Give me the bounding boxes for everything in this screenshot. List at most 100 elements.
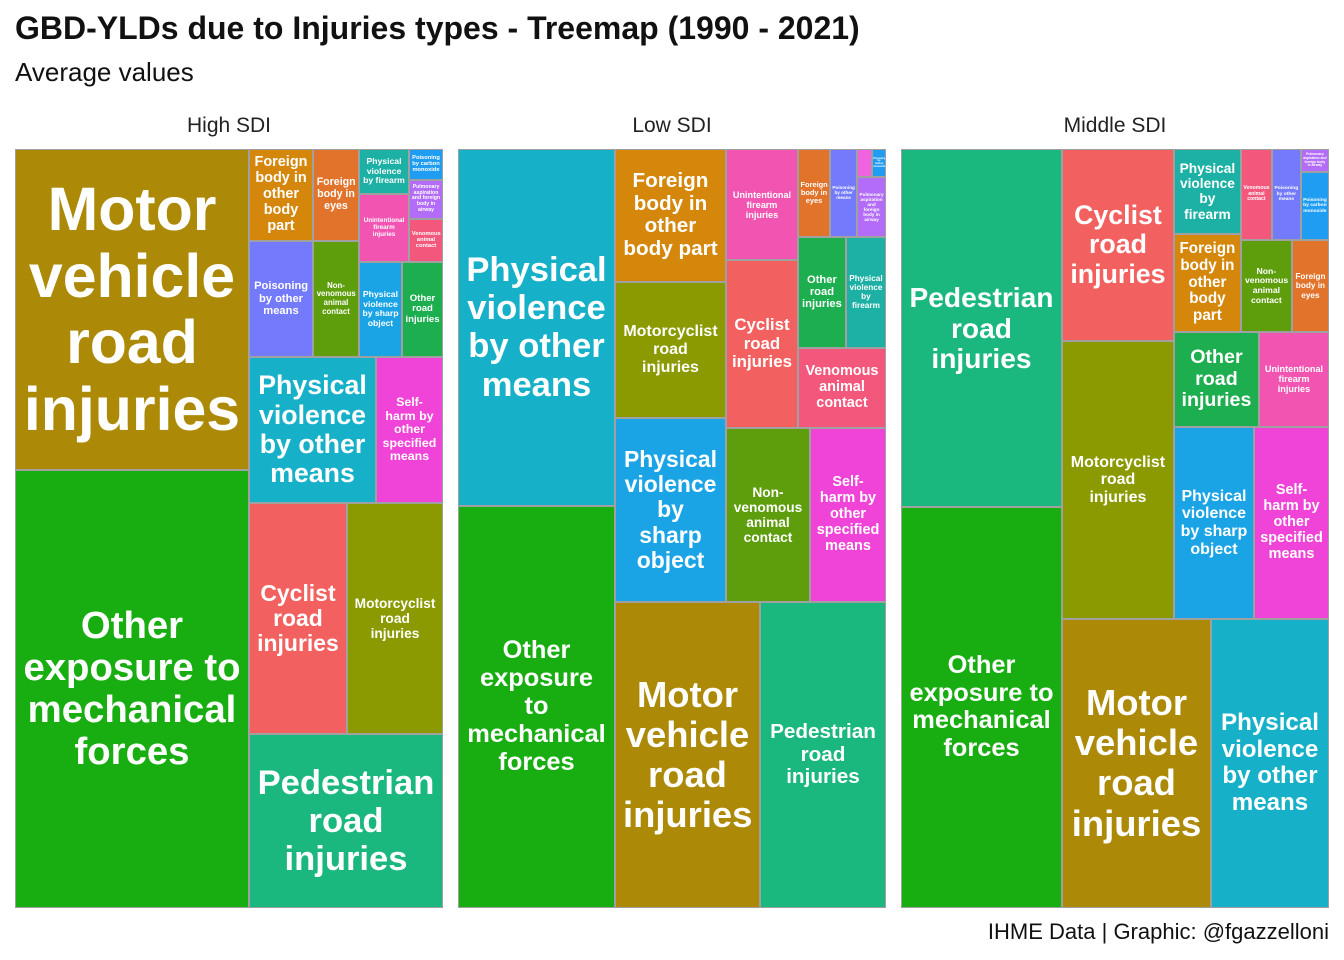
- tile-label: Venomous animal contact: [805, 363, 879, 411]
- treemap-tile: Other road injuries: [1173, 331, 1259, 428]
- tile-label: Motor vehicle road injuries: [1071, 682, 1202, 844]
- tile-label: Poisoning by carbon monoxide: [1303, 197, 1327, 214]
- treemap-tile: Self-harm by other specified means: [376, 356, 443, 503]
- treemap-tile: Pedestrian road injuries: [248, 734, 443, 908]
- tile-label: Pedestrian road injuries: [257, 763, 435, 879]
- treemap-tile: Motor vehicle road injuries: [1061, 618, 1211, 908]
- tile-label: Other road injuries: [405, 292, 440, 325]
- treemap-tile: Cyclist road injuries: [726, 260, 798, 428]
- treemap-tile: Physical violence by other means: [248, 356, 377, 503]
- treemap-tile: Poisoning by other means: [1271, 149, 1301, 241]
- treemap-tile: Other road injuries: [402, 261, 443, 357]
- tile-label: Other road injuries: [1181, 346, 1252, 412]
- treemap-tile: Physical violence by firearm: [845, 236, 886, 348]
- treemap-tile: Non-venomous animal contact: [726, 427, 810, 602]
- tile-label: Other exposure to mechanical forces: [467, 636, 606, 776]
- tile-label: Cyclist road injuries: [257, 579, 339, 657]
- treemap-tile: Poisoning by carbon monoxide: [1300, 172, 1329, 241]
- treemap-tile: Physical violence by other means: [458, 149, 615, 506]
- treemap-tile: Poisoning by carbon monoxide: [409, 149, 443, 180]
- tile-label: Cyclist road injuries: [1070, 199, 1166, 289]
- tile-label: Pedestrian road injuries: [909, 281, 1054, 375]
- treemap-tile: Other exposure to mechanical forces: [458, 505, 615, 908]
- tile-label: Motorcyclist road injuries: [354, 595, 436, 642]
- tile-label: Pulmonary aspiration and foreign body in…: [859, 191, 884, 223]
- tile-label: Other exposure to mechanical forces: [909, 650, 1054, 763]
- tile-label: Venomous animal contact: [411, 230, 441, 250]
- treemap-tile: Physical violence by firearm: [358, 149, 410, 194]
- treemap-tile: Motorcyclist road injuries: [1061, 341, 1174, 619]
- tile-label: Physical violence by sharp object: [623, 445, 718, 573]
- treemap-tile: Pulmonary aspiration and foreign body in…: [857, 177, 886, 237]
- tile-label: Other exposure to mechanical forces: [23, 603, 241, 774]
- tile-label: Unintentional firearm injuries: [363, 217, 405, 239]
- tile-label: Foreign body in other body part: [623, 168, 718, 261]
- treemap-tile: Physical violence by sharp object: [614, 417, 726, 602]
- tile-label: Pulmonary aspiration and foreign body in…: [411, 183, 441, 213]
- treemap-tile: Venomous animal contact: [409, 218, 443, 262]
- treemap-tile: Other exposure to mechanical forces: [901, 507, 1062, 908]
- tile-label: Foreign body in eyes: [1295, 272, 1326, 300]
- treemap-tile: Foreign body in other body part: [614, 149, 726, 282]
- facet-title: Low SDI: [632, 114, 712, 137]
- treemap-tile: Physical violence by sharp object: [358, 261, 402, 357]
- treemap-tile: Cyclist road injuries: [1061, 149, 1174, 342]
- tile-label: Unintentional firearm injuries: [732, 189, 792, 220]
- tile-label: Cyclist road injuries: [731, 315, 792, 372]
- treemap-tile: Self-harm by other specified means: [1254, 427, 1329, 619]
- tile-label: Foreign body in eyes: [316, 176, 356, 212]
- tile-label: Unintentional firearm injuries: [1264, 364, 1324, 395]
- treemap-tile: Unintentional firearm injuries: [358, 193, 410, 262]
- treemap-tile: Self-harm by other specified means: [810, 427, 886, 602]
- tile-label: Non-venomous animal contact: [733, 484, 803, 546]
- treemap-tile: Physical violence by firearm: [1173, 149, 1241, 234]
- treemap-tile: Foreign body in other body part: [1173, 233, 1241, 332]
- tile-label: Other road injuries: [802, 273, 842, 311]
- tile-label: Venomous animal contact: [1243, 184, 1270, 203]
- treemap-tile: Cyclist road injuries: [248, 502, 347, 735]
- chart-caption: IHME Data | Graphic: @fgazzelloni: [987, 919, 1329, 944]
- treemap-tile: Other exposure to mechanical forces: [15, 469, 249, 908]
- tile-label: Self-harm by other specified means: [816, 474, 880, 554]
- tile-label: Self-harm by other specified means: [1260, 482, 1323, 562]
- treemap-tile: [857, 149, 873, 178]
- chart-title: GBD-YLDs due to Injuries types - Treemap…: [15, 10, 860, 46]
- treemap-tile: Unintentional firearm injuries: [1258, 331, 1329, 428]
- treemap-tile: Physical violence by sharp object: [1173, 427, 1254, 619]
- treemap-tile: Motor vehicle road injuries: [614, 601, 760, 908]
- facet-title: High SDI: [186, 114, 272, 137]
- treemap-tile: Venomous animal contact: [797, 347, 886, 428]
- treemap-tile: Pedestrian road injuries: [901, 149, 1062, 507]
- tile-label: Motorcyclist road injuries: [1070, 452, 1166, 506]
- tile-label: Pedestrian road injuries: [770, 719, 876, 789]
- tile-label: Non-venomous animal contact: [1244, 265, 1289, 305]
- treemap-tile: Foreign body in eyes: [1291, 240, 1329, 332]
- treemap-tile: Motor vehicle road injuries: [15, 149, 249, 470]
- tile-label: Motor vehicle road injuries: [23, 174, 241, 444]
- tile-label: Motor vehicle road injuries: [622, 673, 753, 836]
- treemap-tile: Motorcyclist road injuries: [614, 281, 726, 418]
- tile-label: Physical violence by firearm: [363, 156, 405, 186]
- tile-label: Physical violence by firearm: [849, 274, 883, 311]
- treemap-tile: Pulmonary aspiration and foreign body in…: [409, 179, 443, 219]
- tile-label: Physical violence by sharp object: [1180, 486, 1248, 558]
- tile-label: Poisoning by other means: [832, 185, 855, 201]
- treemap-tile: Physical violence by other means: [1210, 618, 1329, 908]
- treemap-tile: Poisoning by other means: [830, 149, 858, 237]
- tile-label: Physical violence by firearm: [1179, 161, 1236, 222]
- tile-label: Physical violence by other means: [258, 370, 367, 489]
- tile-label: Foreign body in other body part: [254, 154, 308, 234]
- treemap-tile: Motorcyclist road injuries: [346, 502, 443, 735]
- treemap-tile: Non-venomous animal contact: [313, 240, 359, 357]
- treemap-tile: Unintentional firearm injuries: [726, 149, 798, 261]
- tile-label: Non-venomous animal contact: [316, 280, 356, 316]
- treemap-tile: Pulmonary aspiration and foreign body in…: [1300, 149, 1329, 173]
- chart-subtitle: Average values: [15, 57, 194, 87]
- tile-label: Poisoning by carbon monoxide: [873, 156, 886, 168]
- tile-label: Physical violence by sharp object: [362, 289, 399, 328]
- treemap-tile: Other road injuries: [797, 236, 846, 348]
- treemap-tile: Poisoning by carbon monoxide: [872, 149, 886, 178]
- tile-label: Self-harm by other specified means: [382, 394, 437, 464]
- treemap-tile: Foreign body in eyes: [797, 149, 831, 237]
